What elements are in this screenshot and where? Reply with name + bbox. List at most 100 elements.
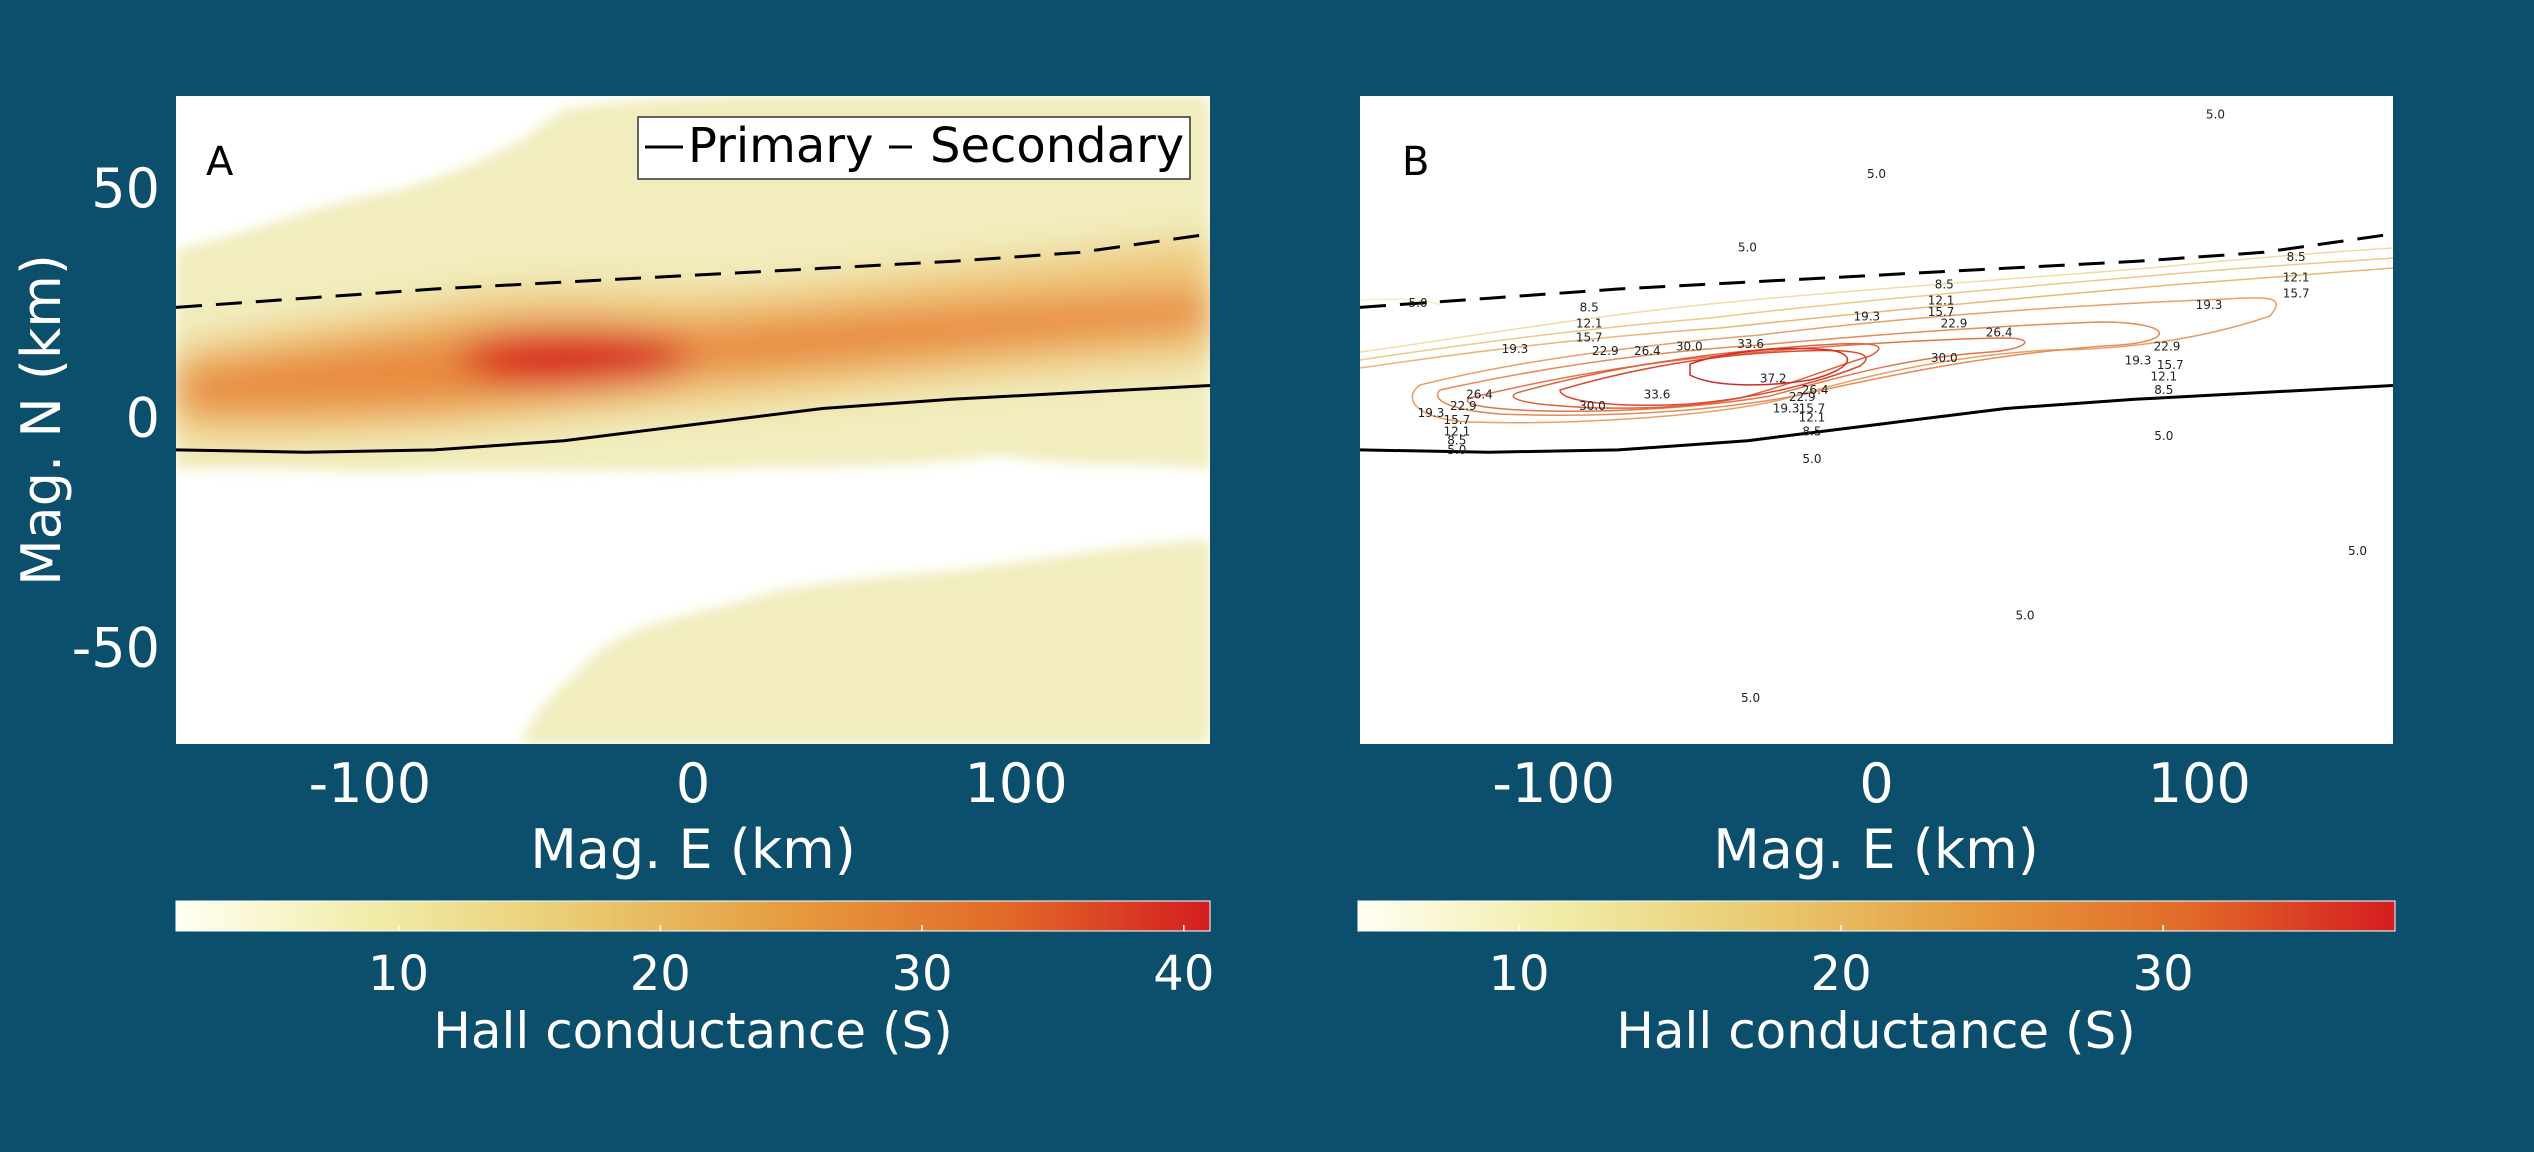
contour-label: 37.2 [1760, 372, 1787, 386]
contour-label: 15.7 [1928, 305, 1955, 319]
contour-19-3 [1411, 297, 2277, 424]
contour-label: 19.3 [1502, 342, 1529, 356]
contour-label: 5.0 [2015, 608, 2034, 622]
contour-label: 5.0 [1802, 452, 1821, 466]
contour-label: 30.0 [1579, 399, 1606, 413]
contour-26-4 [1466, 337, 2026, 412]
panel-a-ylabel: Mag. N (km) [10, 254, 73, 586]
panel-b-plot-area [1360, 96, 2393, 744]
contour-label: 5.0 [1409, 296, 1428, 310]
contour-5-0-small [1360, 298, 1441, 306]
contour-22-9 [1436, 321, 2161, 416]
contour-37-2 [1689, 347, 1849, 386]
contour-label: 22.9 [1450, 399, 1477, 413]
contour-label: 26.4 [1986, 326, 2013, 340]
contour-8-5 [1360, 247, 2393, 353]
contour-label: 5.0 [2154, 429, 2173, 443]
contour-label: 19.3 [1853, 310, 1880, 324]
contour-label: 5.0 [1867, 167, 1886, 181]
legend-primary-label: Primary [688, 118, 873, 174]
legend-secondary-label: Secondary [930, 118, 1184, 174]
contour-label: 8.5 [1935, 277, 1954, 291]
contour-label: 5.0 [2348, 544, 2367, 558]
contour-label: 33.6 [1737, 337, 1764, 351]
y-tick-label: 0 [126, 387, 160, 450]
panel-a-xlabel: Mag. E (km) [530, 818, 856, 881]
colorbar-tick-label: 40 [1153, 946, 1214, 1002]
contour-label: 12.1 [1443, 424, 1470, 438]
contour-15-7 [1360, 267, 2393, 369]
contour-label: 15.7 [2157, 358, 2184, 372]
colorbar-tick-label: 20 [1811, 946, 1872, 1002]
colorbar-tick-label: 20 [630, 946, 691, 1002]
contour-label: 22.9 [1789, 390, 1816, 404]
contour-12-1 [1360, 257, 2393, 361]
panel-a-x-ticks: -100 0 100 [309, 752, 1068, 815]
contour-label: 12.1 [2283, 271, 2310, 285]
contour-label: 26.4 [1802, 383, 1829, 397]
panel-b-contours [1360, 247, 2393, 424]
panel-b-xlabel: Mag. E (km) [1713, 818, 2039, 881]
contour-label: 12.1 [1928, 294, 1955, 308]
contour-label: 22.9 [2154, 339, 2181, 353]
contour-label: 15.7 [2283, 287, 2310, 301]
heatmap-low-region-lower [520, 540, 1210, 744]
panel-b-label: B [1402, 139, 1429, 185]
boundary-line-secondary [1360, 232, 2393, 309]
colorbar-tick-label: 10 [1488, 946, 1549, 1002]
y-tick-label: 50 [91, 157, 160, 220]
colorbar-b-ticks: 10 20 30 [1488, 925, 2194, 1002]
colorbar-a-ticks: 10 20 30 40 [368, 925, 1214, 1002]
contour-33-6 [1559, 349, 1867, 406]
contour-label: 8.5 [1802, 424, 1821, 438]
panel-b: 5.05.05.05.05.05.05.05.05.05.08.58.58.58… [1357, 96, 2396, 1060]
panel-a-label: A [206, 139, 234, 185]
boundary-line-primary [1360, 384, 2393, 454]
contour-label: 33.6 [1644, 388, 1671, 402]
contour-label: 5.0 [1738, 241, 1757, 255]
contour-label: 15.7 [1443, 413, 1470, 427]
contour-label: 12.1 [2150, 369, 2177, 383]
panel-b-x-ticks: -100 0 100 [1492, 752, 2250, 815]
legend: Primary Secondary [637, 116, 1191, 180]
panel-b-lines [1360, 232, 2393, 454]
colorbar-tick-label: 30 [2133, 946, 2194, 1002]
colorbar-tick-label: 10 [368, 946, 429, 1002]
contour-label: 15.7 [1576, 330, 1603, 344]
contour-label: 8.5 [2154, 383, 2173, 397]
contour-label: 30.0 [1676, 339, 1703, 353]
x-tick-label: 0 [676, 752, 710, 815]
contour-label: 19.3 [2125, 353, 2152, 367]
panel-a-lines [176, 232, 1210, 454]
heatmap-peak [460, 328, 690, 388]
panel-b-contour-labels: 5.05.05.05.05.05.05.05.05.05.08.58.58.58… [1409, 107, 2367, 705]
contour-label: 19.3 [1773, 402, 1800, 416]
colorbar-a [175, 900, 1211, 932]
boundary-line-secondary [176, 232, 1210, 309]
panel-a: A Primary Secondary -100 0 100 50 0 -50 Mag.… [10, 96, 1214, 1060]
y-tick-label: -50 [72, 616, 160, 679]
contour-label: 15.7 [1799, 402, 1826, 416]
contour-label: 8.5 [1447, 434, 1466, 448]
contour-label: 5.0 [1447, 443, 1466, 457]
contour-label: 19.3 [2196, 298, 2223, 312]
panel-a-y-ticks: 50 0 -50 [72, 157, 160, 680]
legend-box [637, 116, 1191, 180]
colorbar-b [1357, 900, 2396, 932]
contour-label: 19.3 [1418, 406, 1445, 420]
x-tick-label: 100 [965, 752, 1068, 815]
contour-label: 22.9 [1592, 344, 1619, 358]
contour-label: 22.9 [1941, 316, 1968, 330]
heatmap-band-inner [176, 290, 1210, 413]
x-tick-label: -100 [309, 752, 432, 815]
contour-label: 12.1 [1799, 411, 1826, 425]
panel-a-heatmap [176, 96, 1210, 744]
boundary-line-primary [176, 384, 1210, 454]
contour-label: 5.0 [2206, 107, 2225, 121]
colorbar-tick-label: 30 [892, 946, 953, 1002]
colorbar-b-label: Hall conductance (S) [1616, 1002, 2135, 1060]
contour-label: 30.0 [1931, 351, 1958, 365]
contour-label: 26.4 [1634, 344, 1661, 358]
contour-label: 5.0 [1741, 691, 1760, 705]
